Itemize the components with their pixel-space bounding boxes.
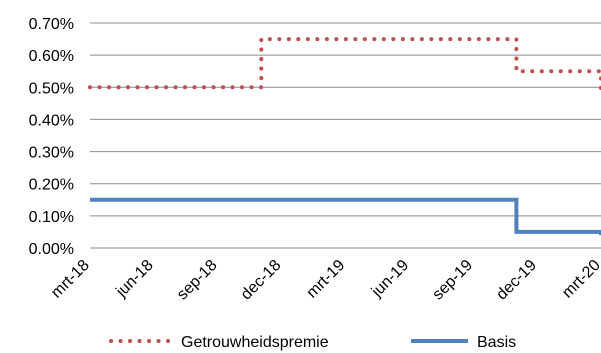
series-line-basis	[90, 197, 601, 236]
series-line-getrouwheidspremie	[88, 37, 601, 99]
y-tick-label: 0.00%	[29, 241, 74, 258]
x-tick-label: sep-18	[174, 257, 221, 304]
x-tick-label: dec-18	[238, 257, 285, 304]
x-tick-label: jun-19	[368, 257, 412, 301]
y-tick-label: 0.20%	[29, 177, 74, 194]
y-tick-label: 0.70%	[29, 16, 74, 33]
x-tick-label: mrt-18	[48, 257, 93, 302]
y-tick-label: 0.60%	[29, 48, 74, 65]
x-tick-label: dec-19	[493, 257, 540, 304]
legend-label: Basis	[477, 334, 516, 351]
y-axis-ticks: 0.00% 0.10% 0.20% 0.30% 0.40% 0.50% 0.60% 0.70%	[29, 16, 74, 258]
y-tick-label: 0.50%	[29, 80, 74, 97]
legend: Getrouwheidspremie Basis	[109, 334, 516, 351]
x-tick-label: sep-19	[429, 257, 476, 304]
gridlines	[90, 22, 601, 249]
legend-label: Getrouwheidspremie	[181, 334, 329, 351]
y-tick-label: 0.40%	[29, 112, 74, 129]
x-tick-label: mrt-20	[559, 257, 601, 302]
y-tick-label: 0.10%	[29, 209, 74, 226]
x-tick-label: mrt-19	[304, 257, 349, 302]
series-lines	[88, 37, 601, 236]
x-tick-label: jun-18	[113, 257, 157, 301]
y-tick-label: 0.30%	[29, 145, 74, 162]
x-axis-ticks: mrt-18 jun-18 sep-18 dec-18 mrt-19 jun-19 sep-…	[48, 257, 601, 304]
